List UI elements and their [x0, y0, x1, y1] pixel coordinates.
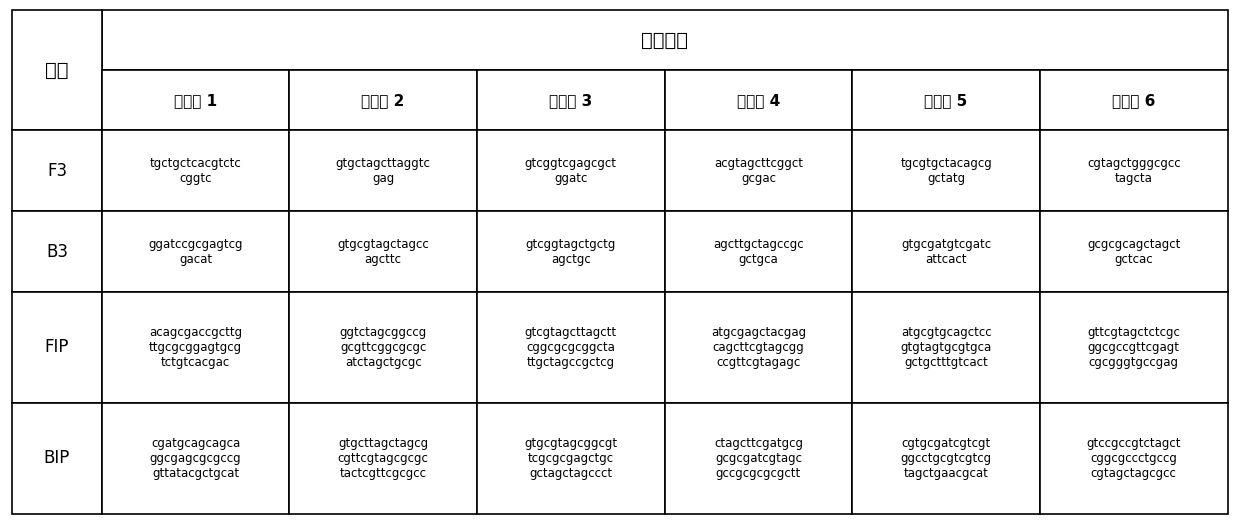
Bar	[1040, 70, 1228, 130]
Text: gtgctagcttaggtc
gag: gtgctagcttaggtc gag	[336, 157, 430, 184]
Text: gtgcgtagctagcc
agcttc: gtgcgtagctagcc agcttc	[337, 237, 429, 266]
Text: tgctgctcacgtctc
cggtc: tgctgctcacgtctc cggtc	[150, 157, 242, 184]
Text: FIP: FIP	[45, 339, 69, 356]
Text: 引物组 3: 引物组 3	[549, 93, 593, 108]
Text: cgatgcagcagca
ggcgagcgcgccg
gttatacgctgcat: cgatgcagcagca ggcgagcgcgccg gttatacgctgc…	[150, 436, 242, 479]
Bar	[12, 403, 102, 514]
Text: atgcgagctacgag
cagcttcgtagcgg
ccgttcgtagagc: atgcgagctacgag cagcttcgtagcgg ccgttcgtag…	[711, 326, 806, 369]
Text: cgtagctgggcgcc
tagcta: cgtagctgggcgcc tagcta	[1087, 157, 1180, 184]
Text: tgcgtgctacagcg
gctatg: tgcgtgctacagcg gctatg	[900, 157, 992, 184]
Bar	[289, 211, 477, 292]
Bar	[665, 211, 852, 292]
Bar	[852, 292, 1040, 403]
Bar	[1040, 292, 1228, 403]
Text: agcttgctagccgc
gctgca: agcttgctagccgc gctgca	[713, 237, 804, 266]
Bar	[665, 292, 852, 403]
Text: gtgcttagctagcg
cgttcgtagcgcgc
tactcgttcgcgcc: gtgcttagctagcg cgttcgtagcgcgc tactcgttcg…	[337, 436, 429, 479]
Text: 组分: 组分	[46, 61, 68, 80]
Bar	[477, 130, 665, 211]
Bar	[665, 130, 852, 211]
Bar	[852, 70, 1040, 130]
Bar	[12, 130, 102, 211]
Bar	[477, 211, 665, 292]
Bar	[289, 292, 477, 403]
Bar	[477, 70, 665, 130]
Text: acgtagcttcggct
gcgac: acgtagcttcggct gcgac	[714, 157, 804, 184]
Text: gttcgtagctctcgc
ggcgccgttcgagt
cgcgggtgccgag: gttcgtagctctcgc ggcgccgttcgagt cgcgggtgc…	[1087, 326, 1180, 369]
Text: cgtgcgatcgtcgt
ggcctgcgtcgtcg
tagctgaacgcat: cgtgcgatcgtcgt ggcctgcgtcgtcg tagctgaacg…	[900, 436, 992, 479]
Bar	[477, 403, 665, 514]
Text: F3: F3	[47, 162, 67, 180]
Text: ggatccgcgagtcg
gacat: ggatccgcgagtcg gacat	[149, 237, 243, 266]
Bar	[102, 130, 289, 211]
Text: 引物组 2: 引物组 2	[362, 93, 404, 108]
Text: BIP: BIP	[43, 449, 71, 467]
Text: gcgcgcagctagct
gctcac: gcgcgcagctagct gctcac	[1087, 237, 1180, 266]
Bar	[665, 403, 852, 514]
Bar	[12, 10, 102, 130]
Bar	[477, 292, 665, 403]
Bar	[12, 292, 102, 403]
Bar	[102, 292, 289, 403]
Text: 引物组 5: 引物组 5	[925, 93, 967, 108]
Text: 引物组 6: 引物组 6	[1112, 93, 1156, 108]
Bar	[12, 211, 102, 292]
Text: ggtctagcggccg
gcgttcggcgcgc
atctagctgcgc: ggtctagcggccg gcgttcggcgcgc atctagctgcgc	[340, 326, 427, 369]
Bar	[102, 10, 1228, 70]
Text: acagcgaccgcttg
ttgcgcggagtgcg
tctgtcacgac: acagcgaccgcttg ttgcgcggagtgcg tctgtcacga…	[149, 326, 242, 369]
Text: gtcgtagcttagctt
cggcgcgcggcta
ttgctagccgctcg: gtcgtagcttagctt cggcgcgcggcta ttgctagccg…	[525, 326, 616, 369]
Bar	[289, 403, 477, 514]
Text: 引物序列: 引物序列	[641, 31, 688, 50]
Text: gtgcgatgtcgatc
attcact: gtgcgatgtcgatc attcact	[901, 237, 991, 266]
Text: gtccgccgtctagct
cggcgccctgccg
cgtagctagcgcc: gtccgccgtctagct cggcgccctgccg cgtagctagc…	[1086, 436, 1180, 479]
Text: ctagcttcgatgcg
gcgcgatcgtagc
gccgcgcgcgctt: ctagcttcgatgcg gcgcgatcgtagc gccgcgcgcgc…	[714, 436, 804, 479]
Bar	[852, 403, 1040, 514]
Bar	[1040, 211, 1228, 292]
Bar	[102, 211, 289, 292]
Text: B3: B3	[46, 243, 68, 260]
Bar	[102, 70, 289, 130]
Text: gtcggtagctgctg
agctgc: gtcggtagctgctg agctgc	[526, 237, 616, 266]
Text: gtgcgtagcggcgt
tcgcgcgagctgc
gctagctagccct: gtgcgtagcggcgt tcgcgcgagctgc gctagctagcc…	[525, 436, 618, 479]
Text: gtcggtcgagcgct
ggatc: gtcggtcgagcgct ggatc	[525, 157, 616, 184]
Text: atgcgtgcagctcc
gtgtagtgcgtgca
gctgctttgtcact: atgcgtgcagctcc gtgtagtgcgtgca gctgctttgt…	[900, 326, 992, 369]
Bar	[665, 70, 852, 130]
Bar	[852, 211, 1040, 292]
Bar	[289, 130, 477, 211]
Bar	[102, 403, 289, 514]
Bar	[289, 70, 477, 130]
Bar	[1040, 403, 1228, 514]
Text: 引物组 1: 引物组 1	[174, 93, 217, 108]
Bar	[1040, 130, 1228, 211]
Bar	[852, 130, 1040, 211]
Text: 引物组 4: 引物组 4	[737, 93, 780, 108]
